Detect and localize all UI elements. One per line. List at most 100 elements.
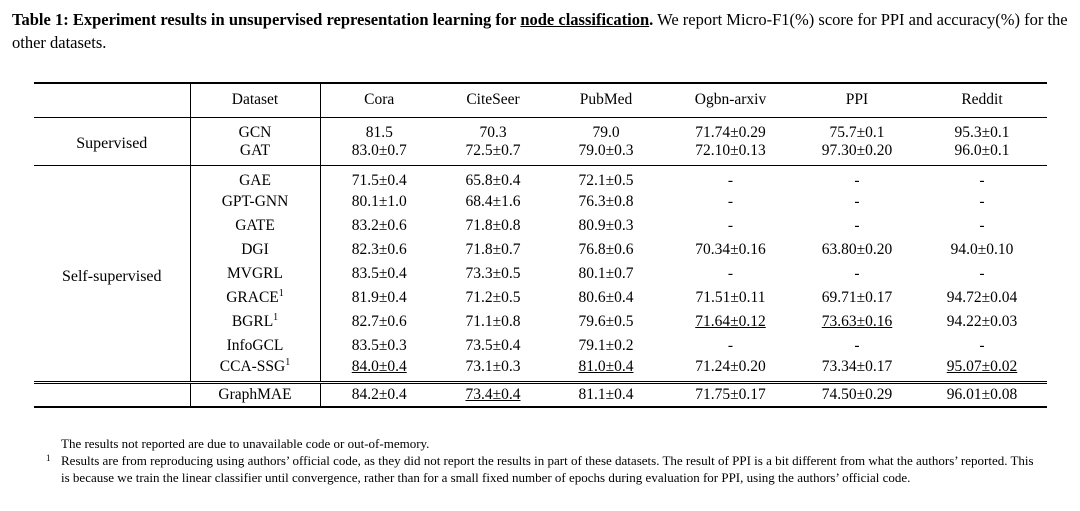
header-cell: PPI [797, 82, 917, 118]
value-cell: - [664, 165, 797, 190]
value-cell: 94.0±0.10 [950, 241, 1014, 258]
value-cell: 72.1±0.5 [548, 165, 664, 190]
value-cell: 71.8±0.7 [465, 241, 521, 258]
footnote-marker: 1 [273, 311, 279, 323]
value-cell: 96.0±0.1 [954, 141, 1010, 159]
table-row: Self-supervised GAE 71.5±0.4 65.8±0.4 72.1±0… [34, 165, 1047, 383]
value-cell: 71.51±0.11 [695, 289, 766, 306]
value-cell: 84.2±0.4 [320, 381, 438, 408]
table-row: Supervised GCN 81.5 70.3 79.0 71.74±0.29 75.7±… [34, 116, 1047, 166]
method-name: MVGRL [227, 265, 283, 282]
caption-bold-text: Experiment results in unsupervised repre… [68, 10, 521, 29]
value-cell: 80.6±0.4 [578, 289, 634, 306]
method-cell: BGRL1 [190, 310, 321, 334]
value-cell: 71.8±0.8 [465, 217, 521, 234]
value-cell: - [727, 265, 734, 282]
value-cell: - [727, 217, 734, 234]
value-cell: 94.72±0.04 [946, 289, 1018, 306]
method-name: DGI [241, 241, 269, 258]
value-cell: - [854, 217, 860, 234]
value-cell: 96.01±0.08 [917, 381, 1047, 408]
method-cell: GAE [190, 165, 321, 190]
value-cell: 72.10±0.13 [695, 141, 766, 159]
header-group-cell [34, 82, 191, 118]
group-label [34, 381, 191, 408]
method-cell: InfoGCL [190, 334, 321, 358]
table-row: CCA-SSG1 84.0±0.4 73.1±0.3 81.0±0.4 71.24±0.… [34, 357, 1047, 383]
value-cell: - [979, 217, 985, 234]
footnote-reproduced: 1 Results are from reproducing using auth… [40, 452, 1040, 486]
group-label: Self-supervised [34, 165, 191, 383]
method-name: BGRL [231, 313, 274, 330]
value-cell: 80.9±0.3 [578, 217, 634, 234]
value-cell: - [797, 165, 917, 190]
value-cell: 73.5±0.4 [465, 337, 521, 354]
value-cell: 95.3±0.1 [917, 116, 1047, 142]
value-cell: 79.1±0.2 [578, 337, 634, 354]
footnote-text: The results not reported are due to unav… [61, 436, 430, 451]
method-cell: GATE [190, 214, 321, 238]
method-name: InfoGCL [226, 337, 284, 354]
caption-bold-period: . [649, 10, 654, 29]
header-cell: PubMed [548, 82, 664, 118]
value-cell: - [979, 193, 985, 210]
value-cell: - [979, 337, 985, 354]
footnote-text: Results are from reproducing using autho… [61, 453, 1034, 485]
caption-label: Table 1: [12, 10, 69, 29]
table-row: DGI 82.3±0.6 71.8±0.7 76.8±0.6 70.34±0.16 63.… [34, 238, 1047, 262]
value-cell: 81.5 [320, 116, 438, 142]
results-table: Dataset Cora CiteSeer PubMed Ogbn-arxiv … [34, 82, 1047, 408]
value-cell: 94.22±0.03 [946, 313, 1018, 330]
value-cell: 81.9±0.4 [351, 289, 407, 306]
value-cell: 71.24±0.20 [695, 358, 766, 375]
value-cell: 70.34±0.16 [695, 241, 766, 258]
value-cell: 79.0 [548, 116, 664, 142]
method-cell: MVGRL [190, 262, 321, 286]
value-cell: 82.3±0.6 [351, 241, 407, 258]
method-cell: GAT [190, 141, 321, 166]
table-row: InfoGCL 83.5±0.3 73.5±0.4 79.1±0.2 - - - [34, 334, 1047, 358]
header-cell: Cora [320, 82, 438, 118]
value-cell: 76.8±0.6 [578, 241, 634, 258]
caption-underlined-text: node classification [520, 10, 650, 29]
value-cell: 84.0±0.4 [351, 358, 407, 375]
table-row: BGRL1 82.7±0.6 71.1±0.8 79.6±0.5 71.64±0.12 7… [34, 310, 1047, 334]
table-caption: Table 1: Experiment results in unsupervi… [12, 8, 1070, 54]
value-cell: 71.5±0.4 [320, 165, 438, 190]
table-row: GAT 83.0±0.7 72.5±0.7 79.0±0.3 72.10±0.13 97.… [34, 141, 1047, 166]
table-row: MVGRL 83.5±0.4 73.3±0.5 80.1±0.7 - - - [34, 262, 1047, 286]
value-cell: 83.5±0.3 [351, 337, 407, 354]
method-cell: GraphMAE [190, 381, 321, 408]
value-cell: 72.5±0.7 [465, 141, 521, 159]
value-cell: 81.1±0.4 [548, 381, 664, 408]
value-cell: 63.80±0.20 [821, 241, 893, 258]
value-cell: 83.5±0.4 [351, 265, 407, 282]
caption-rest: We report Micro-F1(%) score for PPI and … [12, 10, 1068, 52]
value-cell: 65.8±0.4 [438, 165, 548, 190]
value-cell: 73.1±0.3 [465, 358, 521, 375]
value-cell: 69.71±0.17 [821, 289, 893, 306]
method-name: GPT-GNN [221, 193, 289, 210]
method-name: GATE [235, 217, 275, 234]
method-name: GAE [239, 172, 271, 189]
value-cell: 73.63±0.16 [821, 313, 893, 330]
method-name: GRACE [226, 289, 279, 306]
method-cell: DGI [190, 238, 321, 262]
value-cell: 80.1±0.7 [578, 265, 634, 282]
value-cell: 71.74±0.29 [664, 116, 797, 142]
footnote-unavailable: The results not reported are due to unav… [40, 435, 1040, 452]
method-cell: CCA-SSG1 [190, 357, 321, 383]
value-cell: - [917, 165, 1047, 190]
value-cell: 68.4±1.6 [465, 193, 521, 210]
value-cell: 71.2±0.5 [465, 289, 521, 306]
value-cell: 71.1±0.8 [465, 313, 521, 330]
header-row: Dataset Cora CiteSeer PubMed Ogbn-arxiv … [34, 82, 1047, 118]
value-cell: 71.75±0.17 [664, 381, 797, 408]
value-cell: - [854, 265, 860, 282]
value-cell: - [979, 265, 985, 282]
value-cell: - [727, 337, 734, 354]
value-cell: 74.50±0.29 [797, 381, 917, 408]
method-name: CCA-SSG [219, 358, 286, 375]
method-name: GraphMAE [218, 385, 292, 403]
value-cell: 71.64±0.12 [695, 313, 766, 330]
